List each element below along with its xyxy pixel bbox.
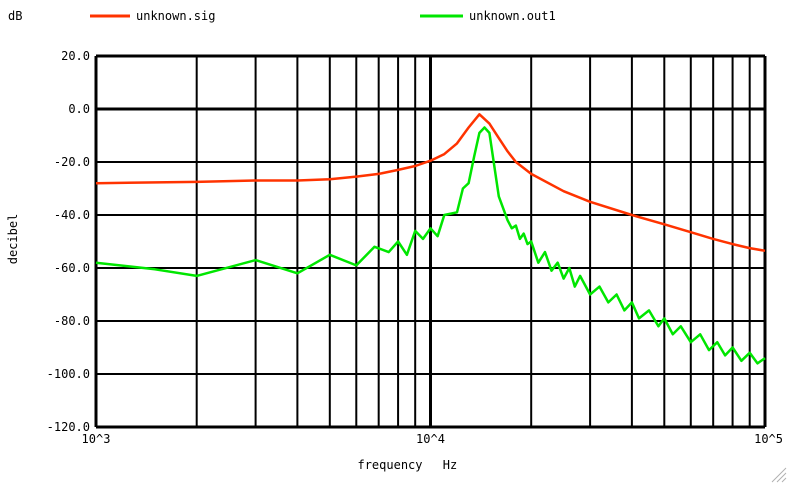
resize-grip-icon[interactable]	[771, 467, 787, 483]
x-tick-label: 10^3	[82, 432, 111, 446]
x-unit-label: Hz	[443, 458, 457, 472]
y-axis-label: decibel	[6, 214, 20, 265]
series-lines	[95, 113, 766, 365]
y-tick-label: -80.0	[54, 314, 90, 328]
y-tick-label: 20.0	[61, 49, 90, 63]
grid	[94, 54, 767, 429]
legend-label-sig: unknown.sig	[136, 9, 215, 23]
series-line-out1	[95, 126, 766, 365]
y-tick-label: -100.0	[47, 367, 90, 381]
y-tick-label: -60.0	[54, 261, 90, 275]
legend-label-out1: unknown.out1	[469, 9, 556, 23]
y-tick-label: -120.0	[47, 420, 90, 434]
legend: unknown.sig unknown.out1	[90, 9, 556, 23]
y-tick-label: 0.0	[68, 102, 90, 116]
y-tick-label: -40.0	[54, 208, 90, 222]
tick-labels: 20.00.0-20.0-40.0-60.0-80.0-100.0-120.01…	[47, 49, 783, 446]
y-tick-label: -20.0	[54, 155, 90, 169]
x-axis-label: frequency	[357, 458, 422, 472]
series-line-sig	[95, 113, 766, 253]
x-tick-label: 10^5	[754, 432, 783, 446]
y-unit-label: dB	[8, 9, 22, 23]
x-tick-label: 10^4	[416, 432, 445, 446]
